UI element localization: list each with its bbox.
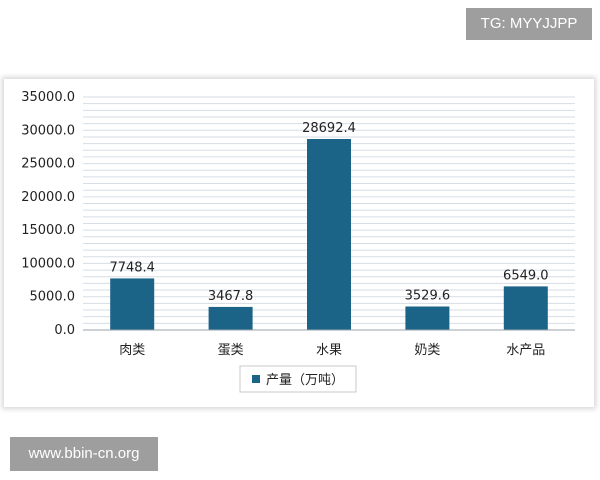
bar <box>405 306 450 330</box>
y-axis: 0.0 5000.0 10000.0 15000.0 20000.0 25000.0 300… <box>21 90 75 338</box>
legend: 产量（万吨） <box>239 365 357 393</box>
y-tick-label: 10000.0 <box>21 256 75 271</box>
bar-chart: 0.0 5000.0 10000.0 15000.0 20000.0 25000.0 300… <box>21 90 575 393</box>
legend-swatch <box>252 375 260 383</box>
x-tick-label: 水产品 <box>506 343 545 358</box>
y-tick-label: 0.0 <box>54 323 75 338</box>
bar <box>208 306 253 330</box>
data-label: 3467.8 <box>208 289 254 304</box>
y-tick-label: 15000.0 <box>21 223 75 238</box>
data-label: 7748.4 <box>109 260 155 275</box>
bar <box>110 278 155 330</box>
y-tick-label: 30000.0 <box>21 123 75 138</box>
bar <box>307 138 351 330</box>
x-tick-label: 水果 <box>316 343 342 358</box>
x-tick-label: 蛋类 <box>218 343 244 358</box>
chart-card: 0.0 5000.0 10000.0 15000.0 20000.0 25000.0 300… <box>4 79 594 407</box>
legend-label: 产量（万吨） <box>266 373 344 388</box>
y-tick-label: 5000.0 <box>30 290 76 305</box>
x-axis: 肉类 蛋类 水果 奶类 水产品 <box>83 329 575 358</box>
bar <box>503 286 548 330</box>
x-tick-label: 肉类 <box>119 343 145 358</box>
y-tick-label: 20000.0 <box>21 190 75 205</box>
watermark-tg: TG: MYYJJPP <box>466 8 592 40</box>
watermark-site: www.bbin-cn.org <box>10 437 158 471</box>
y-tick-label: 35000.0 <box>21 90 75 105</box>
data-label: 28692.4 <box>302 121 356 136</box>
data-label: 6549.0 <box>503 268 549 283</box>
x-tick-label: 奶类 <box>414 343 440 358</box>
bars: 7748.4 3467.8 28692.4 3529.6 6549.0 <box>109 121 549 330</box>
data-label: 3529.6 <box>405 289 451 304</box>
y-tick-label: 25000.0 <box>21 157 75 172</box>
